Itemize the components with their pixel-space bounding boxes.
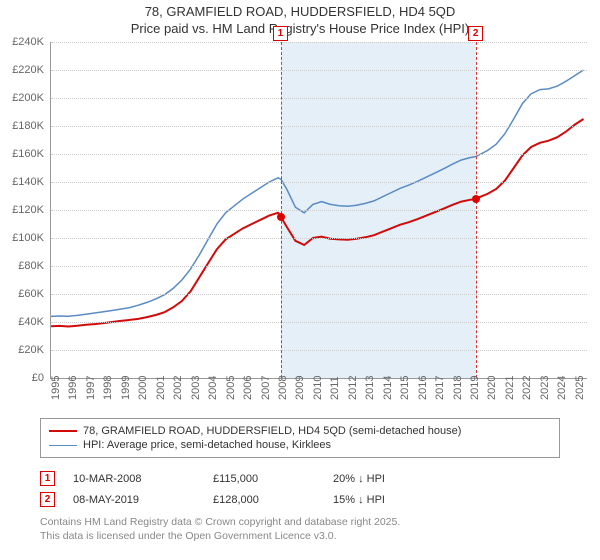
sale-table: 1 10-MAR-2008£115,00020% ↓ HPI 2 08-MAY-201… [40,468,560,510]
y-tick-label: £120K [0,204,44,216]
sale-row-1: 1 10-MAR-2008£115,00020% ↓ HPI [40,468,560,489]
sale-vline-2 [476,42,477,378]
sale-row-marker: 1 [40,471,55,486]
y-tick-label: £240K [0,36,44,48]
sale-dot-2 [472,195,480,203]
legend-label-hpi: HPI: Average price, semi-detached house,… [83,439,331,451]
legend-swatch-property [49,430,77,432]
series-property [51,119,584,327]
footer: Contains HM Land Registry data © Crown c… [40,516,560,543]
y-tick-label: £60K [0,288,44,300]
y-tick-label: £160K [0,148,44,160]
chart-title: 78, GRAMFIELD ROAD, HUDDERSFIELD, HD4 5Q… [0,0,600,38]
y-tick-label: £220K [0,64,44,76]
plot-area [50,42,587,379]
footer-line-2: This data is licensed under the Open Gov… [40,530,560,544]
sale-date: 10-MAR-2008 [73,473,213,485]
sale-price: £115,000 [213,473,333,485]
footer-line-1: Contains HM Land Registry data © Crown c… [40,516,560,530]
sale-marker-1: 1 [273,26,288,41]
sale-marker-2: 2 [468,26,483,41]
sale-row-2: 2 08-MAY-2019£128,00015% ↓ HPI [40,489,560,510]
series-hpi [51,70,584,316]
y-tick-label: £80K [0,260,44,272]
y-tick-label: £40K [0,316,44,328]
sale-pct: 15% ↓ HPI [333,494,443,506]
y-tick-label: £20K [0,344,44,356]
title-line-1: 78, GRAMFIELD ROAD, HUDDERSFIELD, HD4 5Q… [0,4,600,21]
sale-row-marker: 2 [40,492,55,507]
y-tick-label: £100K [0,232,44,244]
title-line-2: Price paid vs. HM Land Registry's House … [0,21,600,38]
legend-item-hpi: HPI: Average price, semi-detached house,… [49,438,551,452]
sale-price: £128,000 [213,494,333,506]
legend-swatch-hpi [49,445,77,446]
y-tick-label: £180K [0,120,44,132]
y-tick-label: £140K [0,176,44,188]
legend-item-property: 78, GRAMFIELD ROAD, HUDDERSFIELD, HD4 5Q… [49,424,551,438]
legend: 78, GRAMFIELD ROAD, HUDDERSFIELD, HD4 5Q… [40,418,560,458]
y-tick-label: £0 [0,372,44,384]
y-tick-label: £200K [0,92,44,104]
chart-container: 78, GRAMFIELD ROAD, HUDDERSFIELD, HD4 5Q… [0,0,600,560]
sale-vline-1 [281,42,282,378]
sale-dot-1 [277,213,285,221]
sale-date: 08-MAY-2019 [73,494,213,506]
sale-pct: 20% ↓ HPI [333,473,443,485]
legend-label-property: 78, GRAMFIELD ROAD, HUDDERSFIELD, HD4 5Q… [83,425,461,437]
x-tick-label: 2025 [574,376,600,400]
